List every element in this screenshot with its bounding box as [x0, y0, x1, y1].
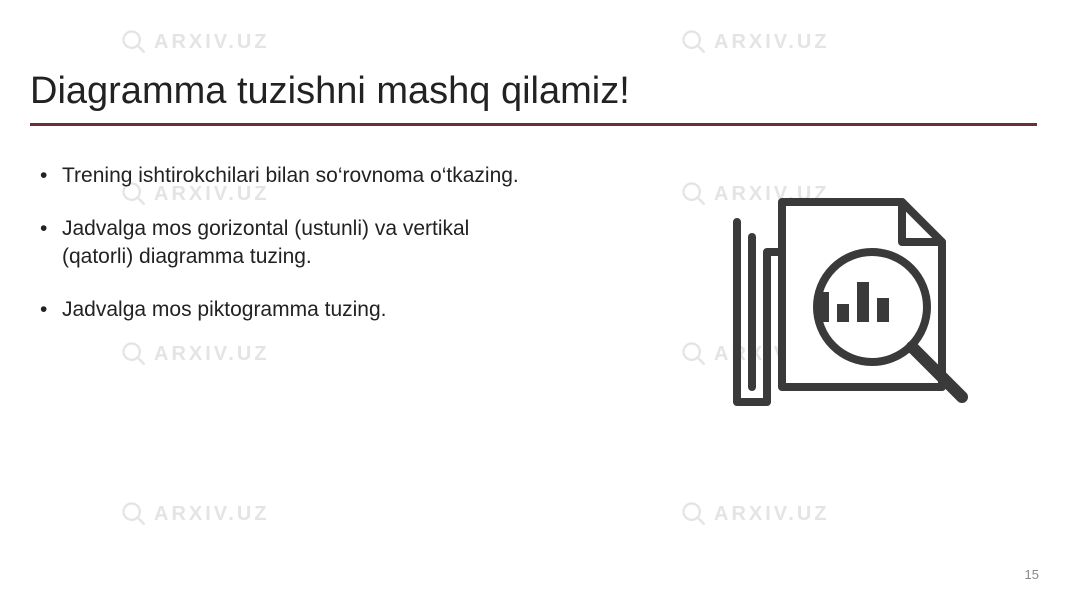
- list-item: Jadvalga mos gorizontal (ustunli) va ver…: [40, 215, 520, 270]
- body-row: Trening ishtirokchilari bilan so‘rovnoma…: [30, 162, 1037, 432]
- title-underline: [30, 123, 1037, 126]
- illustration: [657, 162, 1037, 432]
- documents-chart-magnifier-icon: [697, 172, 997, 432]
- slide-content: Diagramma tuzishni mashq qilamiz! Trenin…: [0, 0, 1067, 432]
- watermark: ARXIV.UZ: [120, 500, 270, 528]
- list-item: Jadvalga mos piktogramma tuzing.: [40, 296, 520, 323]
- page-number: 15: [1025, 567, 1039, 582]
- watermark: ARXIV.UZ: [680, 500, 830, 528]
- list-item: Trening ishtirokchilari bilan so‘rovnoma…: [40, 162, 520, 189]
- bullet-list: Trening ishtirokchilari bilan so‘rovnoma…: [30, 162, 617, 432]
- page-title: Diagramma tuzishni mashq qilamiz!: [30, 70, 1037, 119]
